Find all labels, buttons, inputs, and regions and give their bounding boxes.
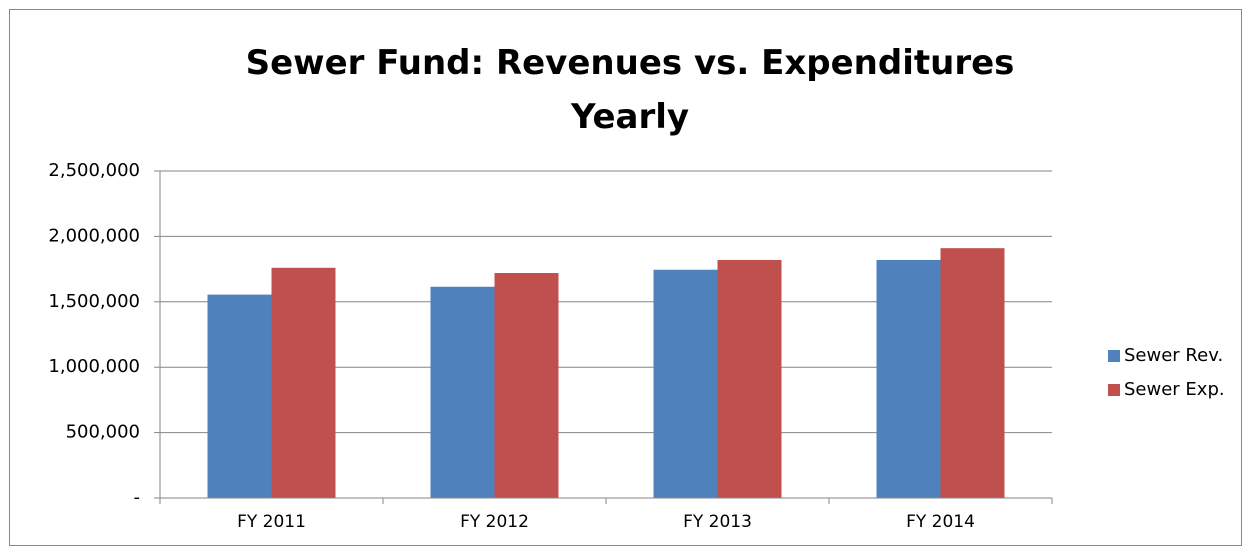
bar [494,273,559,498]
bar [940,248,1005,498]
y-tick-label: 1,000,000 [48,356,140,377]
legend-swatch [1108,384,1120,396]
bar [430,286,495,498]
x-tick-label: FY 2012 [460,512,529,532]
legend-swatch [1108,350,1120,362]
bar [876,259,941,498]
bar [717,259,782,498]
legend-label: Sewer Rev. [1124,345,1223,366]
y-tick-label: - [134,487,141,508]
legend-label: Sewer Exp. [1124,379,1225,400]
x-tick-label: FY 2014 [906,512,975,532]
bar [271,267,336,498]
bar [207,294,272,498]
chart-title: Sewer Fund: Revenues vs. Expenditures Ye… [245,43,1015,137]
y-tick-label: 2,000,000 [48,225,140,246]
x-tick-label: FY 2011 [237,512,306,532]
y-tick-label: 1,500,000 [48,291,140,312]
y-tick-label: 500,000 [66,422,140,443]
y-tick-label: 2,500,000 [48,160,140,181]
bar [653,269,718,498]
x-tick-label: FY 2013 [683,512,752,532]
